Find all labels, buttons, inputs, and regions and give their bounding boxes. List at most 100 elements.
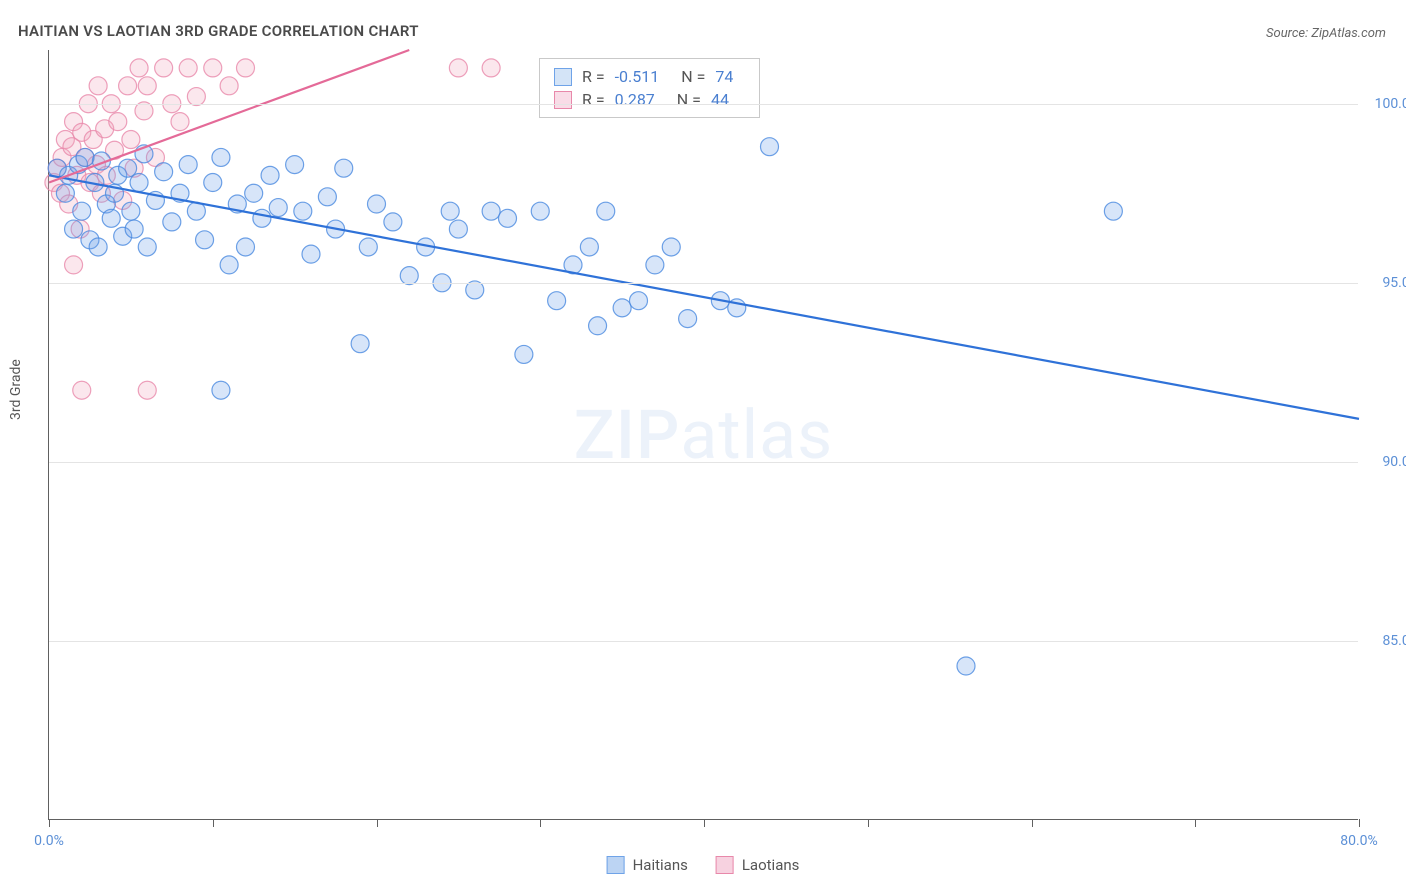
x-tick bbox=[377, 819, 378, 827]
data-point bbox=[89, 77, 107, 95]
bottom-legend: Haitians Laotians bbox=[607, 856, 800, 874]
y-axis-label: 3rd Grade bbox=[8, 359, 24, 420]
legend-item: Laotians bbox=[716, 856, 800, 874]
data-point bbox=[155, 59, 173, 77]
x-tick-label: 0.0% bbox=[34, 833, 64, 849]
data-point bbox=[212, 381, 230, 399]
stat-n-label: N = bbox=[677, 90, 701, 109]
data-point bbox=[155, 163, 173, 181]
data-point bbox=[65, 220, 83, 238]
legend-swatch bbox=[607, 856, 625, 874]
data-point bbox=[245, 184, 263, 202]
gridline bbox=[49, 462, 1358, 463]
legend-swatch bbox=[554, 68, 572, 86]
data-point bbox=[196, 231, 214, 249]
data-point bbox=[1104, 202, 1122, 220]
data-point bbox=[515, 345, 533, 363]
data-point bbox=[548, 292, 566, 310]
data-point bbox=[73, 381, 91, 399]
stat-r-label: R = bbox=[582, 67, 605, 86]
data-point bbox=[130, 59, 148, 77]
x-tick bbox=[704, 819, 705, 827]
data-point bbox=[204, 59, 222, 77]
data-point bbox=[449, 59, 467, 77]
data-point bbox=[220, 256, 238, 274]
data-point bbox=[171, 113, 189, 131]
data-point bbox=[212, 148, 230, 166]
data-point bbox=[597, 202, 615, 220]
x-tick bbox=[213, 819, 214, 827]
data-point bbox=[482, 202, 500, 220]
data-point bbox=[441, 202, 459, 220]
stats-legend-row: R = -0.511 N = 74 bbox=[554, 65, 745, 88]
data-point bbox=[204, 174, 222, 192]
x-tick bbox=[540, 819, 541, 827]
stats-legend-row: R = 0.287N = 44 bbox=[554, 88, 745, 111]
data-point bbox=[102, 209, 120, 227]
data-point bbox=[368, 195, 386, 213]
legend-label: Haitians bbox=[633, 856, 688, 874]
data-point bbox=[163, 213, 181, 231]
gridline bbox=[49, 104, 1358, 105]
gridline bbox=[49, 283, 1358, 284]
data-point bbox=[261, 166, 279, 184]
x-tick bbox=[1032, 819, 1033, 827]
data-point bbox=[359, 238, 377, 256]
y-tick-label: 95.0% bbox=[1382, 275, 1406, 291]
data-point bbox=[125, 220, 143, 238]
data-point bbox=[318, 188, 336, 206]
gridline bbox=[49, 641, 1358, 642]
data-point bbox=[122, 202, 140, 220]
x-tick bbox=[1195, 819, 1196, 827]
stat-r-label: R = bbox=[582, 90, 605, 109]
legend-swatch bbox=[554, 91, 572, 109]
data-point bbox=[662, 238, 680, 256]
data-point bbox=[646, 256, 664, 274]
data-point bbox=[138, 381, 156, 399]
data-point bbox=[65, 256, 83, 274]
data-point bbox=[499, 209, 517, 227]
data-point bbox=[76, 148, 94, 166]
stat-r-value: -0.511 bbox=[615, 67, 660, 86]
y-tick-label: 90.0% bbox=[1382, 454, 1406, 470]
legend-label: Laotians bbox=[742, 856, 800, 874]
data-point bbox=[179, 156, 197, 174]
data-point bbox=[761, 138, 779, 156]
data-point bbox=[589, 317, 607, 335]
data-point bbox=[531, 202, 549, 220]
data-point bbox=[220, 77, 238, 95]
data-point bbox=[109, 113, 127, 131]
legend-item: Haitians bbox=[607, 856, 688, 874]
data-point bbox=[351, 335, 369, 353]
data-point bbox=[122, 131, 140, 149]
y-tick-label: 85.0% bbox=[1382, 633, 1406, 649]
data-point bbox=[294, 202, 312, 220]
x-tick-label: 80.0% bbox=[1340, 833, 1378, 849]
data-point bbox=[302, 245, 320, 263]
data-point bbox=[73, 202, 91, 220]
data-point bbox=[89, 238, 107, 256]
data-point bbox=[119, 77, 137, 95]
stat-r-value: 0.287 bbox=[615, 90, 655, 109]
stat-n-value: 74 bbox=[715, 67, 733, 86]
data-point bbox=[286, 156, 304, 174]
data-point bbox=[138, 77, 156, 95]
data-point bbox=[957, 657, 975, 675]
legend-swatch bbox=[716, 856, 734, 874]
data-point bbox=[130, 174, 148, 192]
trend-line bbox=[49, 50, 409, 183]
source-label: Source: ZipAtlas.com bbox=[1266, 26, 1386, 41]
data-point bbox=[679, 310, 697, 328]
data-point bbox=[482, 59, 500, 77]
data-point bbox=[384, 213, 402, 231]
stats-legend: R = -0.511N = 74R = 0.287N = 44 bbox=[539, 58, 760, 118]
y-tick-label: 100.0% bbox=[1375, 96, 1406, 112]
data-point bbox=[630, 292, 648, 310]
x-tick bbox=[868, 819, 869, 827]
data-point bbox=[56, 184, 74, 202]
data-point bbox=[269, 199, 287, 217]
stat-n-label: N = bbox=[681, 67, 705, 86]
data-point bbox=[335, 159, 353, 177]
data-point bbox=[179, 59, 197, 77]
data-point bbox=[580, 238, 598, 256]
